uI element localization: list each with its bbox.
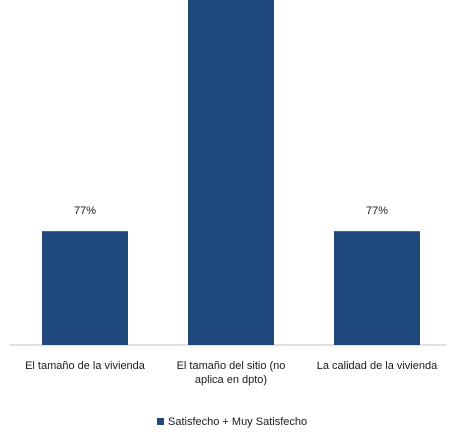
bars-group — [42, 0, 420, 346]
x-tick-labels-group: El tamaño de la vivienda El tamaño del si… — [25, 360, 438, 386]
bar-2 — [188, 0, 274, 346]
legend-swatch — [157, 418, 164, 425]
data-label-3: 77% — [366, 205, 388, 217]
x-tick-label-2-line-2: aplica en dpto) — [195, 374, 267, 386]
legend-label: Satisfecho + Muy Satisfecho — [168, 416, 307, 428]
data-labels-group: 77%78%77% — [74, 205, 388, 217]
bar-1 — [42, 231, 128, 345]
x-tick-label-1-line-1: El tamaño de la vivienda — [25, 360, 146, 372]
data-label-1: 77% — [74, 205, 96, 217]
x-tick-label-2-line-1: El tamaño del sitio (no — [177, 360, 286, 372]
bar-3 — [334, 231, 420, 345]
legend: Satisfecho + Muy Satisfecho — [157, 416, 307, 428]
x-tick-label-3-line-1: La calidad de la vivienda — [317, 360, 438, 372]
